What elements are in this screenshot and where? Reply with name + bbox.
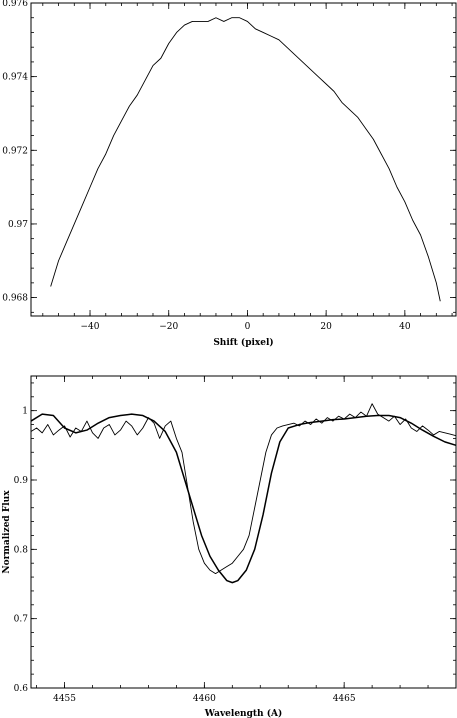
x-axis-label: Shift (pixel) xyxy=(213,337,273,348)
chart-2: 4455 4460 4465 0.6 0.7 0.8 0.9 1 Wavelength (A) N… xyxy=(2,375,457,718)
chart-1: −40 −20 0 20 40 0.968 0.97 0.972 0.974 0.976 Shift… xyxy=(2,0,457,348)
x-tick-label: 20 xyxy=(320,322,332,332)
y-axis-label: Normalized Flux xyxy=(2,490,12,574)
y-tick-label: 0.9 xyxy=(14,476,29,486)
series-line-1 xyxy=(50,17,441,302)
y-tick-label: 0.974 xyxy=(2,73,28,83)
x-tick-label: 4465 xyxy=(333,694,356,704)
x-tick-label: 40 xyxy=(399,322,411,332)
y-tick-label: 0.7 xyxy=(14,615,29,625)
x-tick-label: −40 xyxy=(81,322,100,332)
x-tick-label: −20 xyxy=(159,322,178,332)
plot-frame xyxy=(30,375,457,689)
y-tick-label: 0.976 xyxy=(2,0,28,9)
y-tick-label: 0.968 xyxy=(2,294,28,304)
x-tick-label: 4455 xyxy=(53,694,76,704)
series-line-1 xyxy=(30,403,457,575)
y-tick-label: 0.6 xyxy=(14,684,29,694)
y-tick-label: 0.972 xyxy=(2,146,28,156)
x-axis-label: Wavelength (A) xyxy=(204,708,282,718)
plot-frame xyxy=(30,2,457,317)
x-tick-label: 4460 xyxy=(193,694,216,704)
x-tick-label: 0 xyxy=(245,322,251,332)
y-tick-label: 1 xyxy=(22,407,28,417)
y-tick-label: 0.97 xyxy=(8,220,28,230)
y-tick-label: 0.8 xyxy=(14,545,29,555)
series-line-2 xyxy=(30,413,457,584)
